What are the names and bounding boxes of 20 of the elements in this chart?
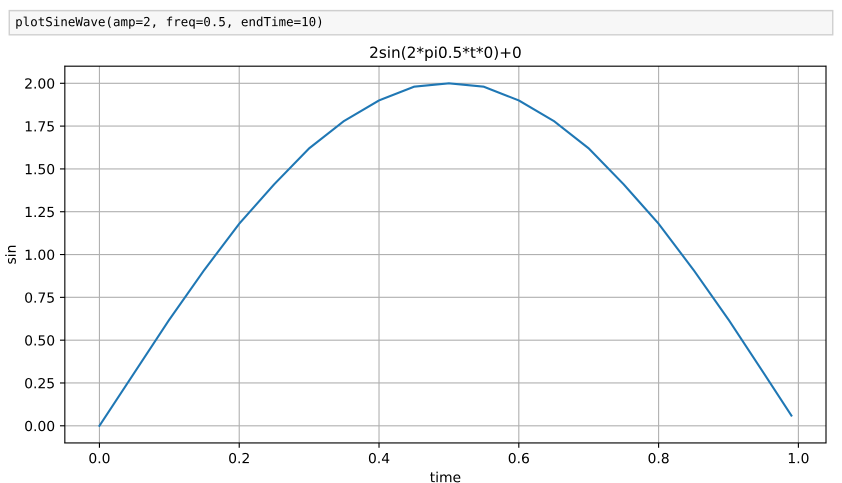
y-axis-title: sin [5, 246, 16, 264]
y-tick-label: 1.00 [26, 250, 54, 260]
chart-title: 2sin(2*pi0.5*t*0)+0 [370, 46, 521, 62]
x-tick-label: 0.0 [89, 452, 110, 464]
y-tick-label: 1.75 [26, 121, 54, 132]
y-tick-label: 0.50 [25, 335, 54, 346]
y-tick-label: 0.75 [25, 292, 54, 303]
x-tick-label: 0.4 [368, 452, 390, 464]
x-tick-label: 0.2 [229, 452, 249, 464]
y-tick-label: 0.00 [25, 420, 54, 432]
x-axis-title: time [430, 472, 460, 482]
y-tick-label: 1.25 [26, 206, 54, 218]
y-tick-label: 2.00 [25, 78, 54, 89]
y-tick-label: 1.50 [26, 164, 54, 174]
line-series [98, 82, 792, 427]
y-tick-label: 0.25 [25, 378, 54, 388]
text: plotSineWave(amp=2, freq=0.5, endTime=10) [16, 16, 322, 29]
x-tick-label: 0.8 [648, 452, 669, 464]
x-tick-label: 0.6 [508, 452, 529, 464]
x-tick-label: 1.0 [788, 452, 809, 464]
